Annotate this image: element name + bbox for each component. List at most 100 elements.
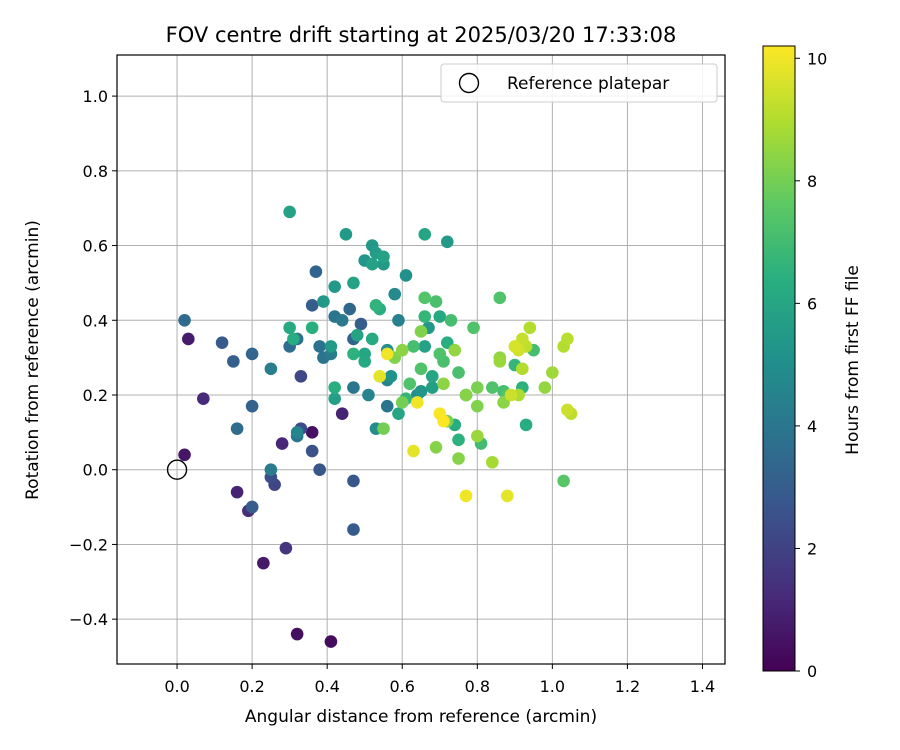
- data-point: [444, 313, 458, 327]
- data-point: [407, 340, 420, 353]
- y-axis-ticks: −0.4 −0.2 0.0 0.2 0.4 0.6 0.8 1.0: [69, 87, 117, 629]
- y-tick-label: 0.6: [83, 237, 108, 256]
- data-point: [459, 388, 473, 402]
- data-point: [429, 441, 443, 454]
- data-point: [410, 396, 424, 409]
- data-point: [305, 299, 319, 312]
- y-tick-label: −0.2: [69, 535, 108, 554]
- data-point: [350, 328, 364, 342]
- colorbar: 0 2 4 6 8 10 Hours from first FF file: [762, 45, 863, 681]
- data-point: [508, 340, 522, 353]
- data-point: [365, 332, 379, 346]
- data-point: [257, 556, 270, 570]
- data-point: [440, 235, 454, 249]
- x-tick-label: 0.4: [314, 677, 339, 696]
- data-point: [418, 291, 432, 305]
- data-point: [178, 313, 191, 327]
- colorbar-tick-label: 10: [807, 49, 827, 68]
- data-point: [305, 426, 319, 439]
- data-point: [335, 407, 349, 420]
- data-point: [501, 489, 514, 503]
- data-point: [362, 388, 375, 402]
- x-tick-label: 0.8: [465, 677, 490, 696]
- data-point: [347, 276, 360, 290]
- colorbar-tick-label: 0: [807, 662, 817, 681]
- data-point: [305, 444, 319, 458]
- data-point: [230, 422, 244, 435]
- data-point: [403, 377, 417, 391]
- data-point: [283, 321, 296, 335]
- data-point: [493, 291, 507, 305]
- data-point: [519, 418, 533, 432]
- data-point: [470, 429, 484, 443]
- data-point: [275, 437, 289, 450]
- legend: Reference platepar: [440, 63, 718, 103]
- data-point: [245, 500, 259, 514]
- data-point: [437, 377, 450, 391]
- data-point: [264, 362, 278, 376]
- y-tick-label: 1.0: [83, 87, 108, 106]
- data-point: [317, 295, 330, 308]
- y-tick-label: −0.4: [69, 610, 108, 629]
- data-point: [347, 381, 360, 394]
- legend-label: Reference platepar: [507, 74, 669, 94]
- data-point: [182, 332, 195, 346]
- data-point: [392, 313, 405, 327]
- data-point: [294, 370, 308, 383]
- data-point: [425, 370, 439, 383]
- data-point: [504, 388, 518, 402]
- data-point: [373, 370, 387, 383]
- data-point: [287, 332, 300, 346]
- data-point: [328, 280, 341, 293]
- data-point: [328, 392, 341, 406]
- data-point: [418, 228, 432, 241]
- data-point: [380, 347, 394, 361]
- data-point: [279, 541, 293, 555]
- y-tick-label: 0.0: [83, 461, 108, 480]
- y-tick-label: 0.2: [83, 386, 108, 405]
- data-point: [347, 523, 360, 536]
- data-point: [388, 287, 402, 301]
- colorbar-tick-label: 4: [807, 417, 817, 436]
- data-point: [516, 362, 529, 376]
- data-point: [467, 321, 480, 335]
- y-tick-label: 0.4: [83, 311, 108, 330]
- y-tick-label: 0.8: [83, 162, 108, 181]
- colorbar-tick-label: 8: [807, 172, 817, 191]
- data-point: [313, 340, 326, 353]
- data-point: [561, 403, 574, 417]
- data-point: [309, 265, 323, 278]
- x-tick-label: 0.0: [164, 677, 189, 696]
- data-point: [380, 399, 394, 413]
- legend-marker-open-circle: [458, 72, 480, 94]
- data-point: [354, 317, 368, 331]
- data-point: [433, 310, 447, 323]
- data-point: [264, 463, 278, 477]
- data-point: [197, 392, 210, 406]
- data-point: [369, 299, 383, 312]
- legend-box: [440, 63, 718, 103]
- data-point: [347, 347, 360, 361]
- data-point: [452, 452, 465, 465]
- data-point: [290, 627, 304, 641]
- grid: [117, 55, 725, 664]
- data-point: [395, 396, 409, 409]
- data-point: [538, 381, 552, 394]
- colorbar-gradient: [762, 45, 796, 672]
- x-tick-label: 0.2: [239, 677, 264, 696]
- data-point: [486, 381, 499, 394]
- data-point: [305, 321, 319, 335]
- data-point: [324, 635, 338, 648]
- data-point: [245, 347, 259, 361]
- y-axis-label: Rotation from reference (arcmin): [23, 220, 43, 500]
- data-point: [358, 355, 372, 368]
- data-point: [418, 310, 432, 323]
- data-point: [230, 485, 244, 499]
- chart-title: FOV centre drift starting at 2025/03/20 …: [166, 23, 677, 47]
- data-point: [407, 444, 420, 458]
- data-point: [399, 269, 413, 282]
- data-point: [414, 384, 428, 398]
- x-tick-label: 0.6: [390, 677, 415, 696]
- x-tick-label: 1.0: [540, 677, 565, 696]
- data-point: [215, 336, 229, 349]
